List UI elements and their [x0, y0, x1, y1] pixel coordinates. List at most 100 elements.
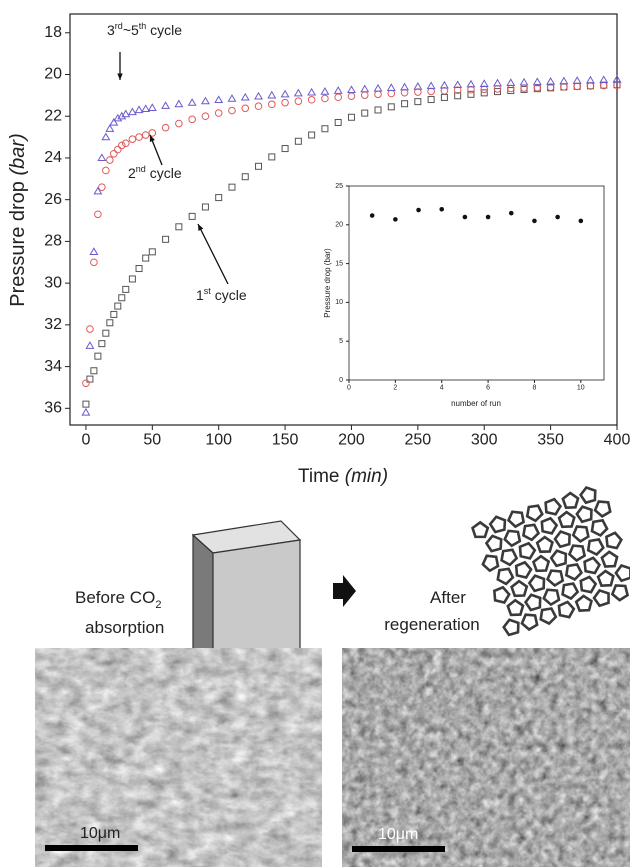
- point: [600, 76, 607, 82]
- point: [98, 154, 105, 160]
- point: [374, 85, 381, 91]
- ring: [511, 579, 530, 598]
- after-label: regeneration: [384, 615, 479, 634]
- ring: [492, 586, 511, 605]
- point: [95, 211, 102, 218]
- point: [416, 208, 421, 213]
- point: [574, 77, 581, 83]
- point: [91, 368, 97, 374]
- x-axis-label-text: Time: [298, 466, 345, 487]
- point: [99, 341, 105, 347]
- point: [107, 157, 114, 164]
- y-tick-label: 28: [44, 233, 62, 250]
- annotation: 2nd cycle: [128, 164, 182, 181]
- y-axis-label: Pressure drop (bar): [7, 133, 29, 306]
- ring: [543, 498, 562, 517]
- annotation-part: ~5: [123, 22, 139, 38]
- point: [255, 93, 262, 99]
- ring: [521, 523, 540, 542]
- ring: [540, 517, 559, 536]
- ring: [518, 542, 537, 561]
- ring: [520, 612, 539, 631]
- ring: [503, 528, 522, 547]
- point: [521, 85, 528, 92]
- framework-structure: [470, 482, 630, 637]
- annotation-part: 1: [196, 287, 204, 303]
- ring: [589, 519, 608, 538]
- point: [94, 188, 101, 194]
- ring: [558, 510, 577, 529]
- y-tick-label: 34: [44, 358, 62, 375]
- y-tick-label: 20: [335, 222, 343, 229]
- point: [189, 99, 196, 105]
- ring: [560, 582, 579, 601]
- point: [402, 101, 408, 107]
- point: [361, 92, 368, 99]
- point: [122, 140, 129, 147]
- point: [163, 236, 169, 242]
- point: [268, 92, 275, 98]
- point: [494, 80, 501, 86]
- point: [115, 303, 121, 309]
- ring: [532, 554, 551, 573]
- ring: [525, 504, 544, 523]
- x-axis-label: number of run: [451, 399, 501, 408]
- point: [486, 215, 491, 220]
- y-tick-label: 30: [44, 274, 62, 291]
- annotation: 1st cycle: [196, 286, 247, 303]
- point: [532, 219, 537, 224]
- scale-bar: [45, 845, 138, 851]
- point: [111, 150, 118, 157]
- point: [103, 167, 110, 174]
- point: [149, 249, 155, 255]
- x-tick-label: 2: [393, 384, 397, 391]
- y-tick-label: 24: [44, 149, 62, 166]
- y-tick-label: 15: [335, 260, 343, 267]
- ring: [528, 573, 547, 592]
- y-tick-label: 26: [44, 191, 62, 208]
- point: [86, 342, 93, 348]
- x-tick-label: 100: [205, 431, 232, 448]
- point: [309, 132, 315, 138]
- annotation-part: cycle: [146, 165, 182, 181]
- x-axis-label: Time (min): [298, 466, 388, 487]
- annotation-part: cycle: [211, 287, 247, 303]
- point: [463, 215, 468, 220]
- after-label: After: [430, 588, 466, 607]
- figure: 1820222426283032343605010015020025030035…: [0, 0, 630, 867]
- point: [520, 79, 527, 85]
- ring: [567, 543, 586, 562]
- point: [322, 126, 328, 132]
- point: [90, 248, 97, 254]
- point: [176, 224, 182, 230]
- point: [574, 83, 581, 90]
- y-tick-label: 20: [44, 66, 62, 83]
- ring: [499, 548, 518, 567]
- point: [189, 116, 196, 123]
- y-tick-label: 18: [44, 24, 62, 41]
- x-tick-label: 8: [533, 384, 537, 391]
- point: [103, 330, 109, 336]
- ring: [472, 521, 490, 540]
- ring: [579, 485, 598, 504]
- point: [83, 380, 90, 387]
- point: [415, 99, 421, 105]
- point: [335, 87, 342, 93]
- x-tick-label: 250: [404, 431, 431, 448]
- arrow: [333, 575, 356, 607]
- ring: [481, 553, 500, 572]
- point: [118, 142, 125, 149]
- ring: [597, 569, 616, 588]
- ring: [601, 550, 620, 569]
- annotation-part: 3: [107, 22, 115, 38]
- y-tick-label: 22: [44, 107, 62, 124]
- annotation-part: rd: [115, 21, 123, 31]
- annotation-part: nd: [136, 164, 146, 174]
- point: [295, 90, 302, 96]
- point: [176, 120, 183, 127]
- annotation-part: 2: [128, 165, 136, 181]
- point: [388, 90, 395, 97]
- y-axis-unit: (bar): [7, 133, 29, 175]
- y-tick-label: 10: [335, 299, 343, 306]
